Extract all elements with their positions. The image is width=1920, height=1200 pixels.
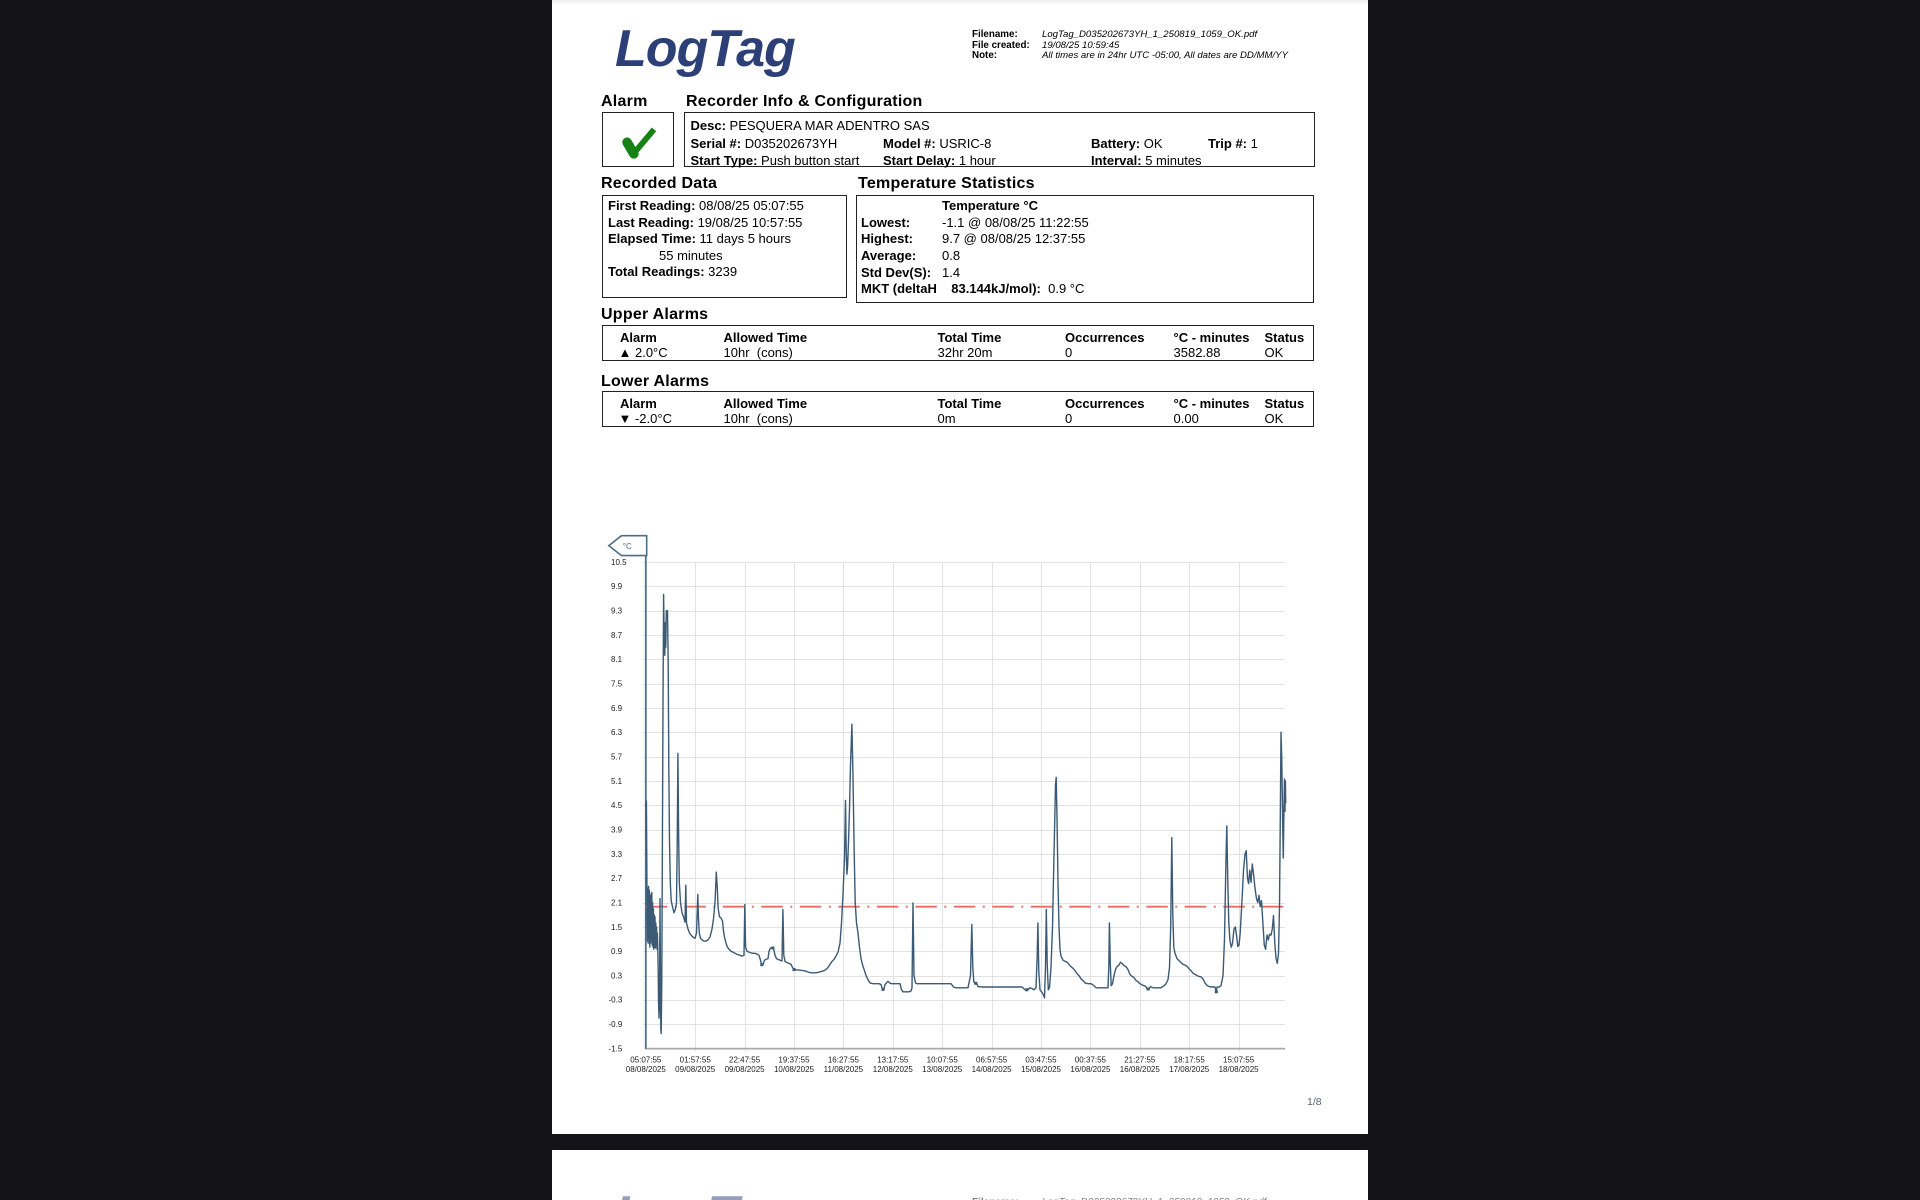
svg-text:13/08/2025: 13/08/2025 bbox=[922, 1065, 963, 1074]
svg-text:0.9: 0.9 bbox=[611, 947, 623, 956]
svg-text:09/08/2025: 09/08/2025 bbox=[675, 1065, 716, 1074]
svg-text:01:57:55: 01:57:55 bbox=[680, 1056, 712, 1065]
svg-text:5.7: 5.7 bbox=[611, 752, 623, 761]
svg-text:2.7: 2.7 bbox=[611, 874, 623, 883]
svg-text:10.5: 10.5 bbox=[611, 558, 627, 567]
svg-text:5.1: 5.1 bbox=[611, 777, 623, 786]
svg-text:1.5: 1.5 bbox=[611, 923, 623, 932]
svg-text:17/08/2025: 17/08/2025 bbox=[1169, 1065, 1210, 1074]
svg-text:18:17:55: 18:17:55 bbox=[1174, 1056, 1206, 1065]
svg-text:6.9: 6.9 bbox=[611, 704, 623, 713]
svg-text:22:47:55: 22:47:55 bbox=[729, 1056, 761, 1065]
svg-text:10/08/2025: 10/08/2025 bbox=[774, 1065, 815, 1074]
svg-text:6.3: 6.3 bbox=[611, 728, 623, 737]
svg-text:11/08/2025: 11/08/2025 bbox=[824, 1065, 864, 1074]
svg-text:16:27:55: 16:27:55 bbox=[828, 1056, 860, 1065]
svg-text:18/08/2025: 18/08/2025 bbox=[1219, 1065, 1260, 1074]
svg-text:21:27:55: 21:27:55 bbox=[1124, 1056, 1156, 1065]
svg-text:8.1: 8.1 bbox=[611, 655, 623, 664]
svg-text:8.7: 8.7 bbox=[611, 631, 623, 640]
svg-text:16/08/2025: 16/08/2025 bbox=[1120, 1065, 1161, 1074]
svg-text:15/08/2025: 15/08/2025 bbox=[1021, 1065, 1062, 1074]
svg-text:9.9: 9.9 bbox=[611, 582, 623, 591]
svg-text:-0.9: -0.9 bbox=[609, 1020, 623, 1029]
svg-text:05:07:55: 05:07:55 bbox=[630, 1056, 662, 1065]
svg-text:4.5: 4.5 bbox=[611, 801, 623, 810]
svg-text:03:47:55: 03:47:55 bbox=[1025, 1056, 1057, 1065]
svg-text:16/08/2025: 16/08/2025 bbox=[1070, 1065, 1111, 1074]
svg-text:19:37:55: 19:37:55 bbox=[778, 1056, 810, 1065]
svg-text:13:17:55: 13:17:55 bbox=[877, 1056, 909, 1065]
svg-text:3.9: 3.9 bbox=[611, 825, 623, 834]
svg-text:12/08/2025: 12/08/2025 bbox=[873, 1065, 914, 1074]
svg-text:7.5: 7.5 bbox=[611, 679, 623, 688]
svg-text:10:07:55: 10:07:55 bbox=[927, 1056, 959, 1065]
svg-text:2.1: 2.1 bbox=[611, 898, 623, 907]
svg-text:06:57:55: 06:57:55 bbox=[976, 1056, 1008, 1065]
svg-text:0.3: 0.3 bbox=[611, 971, 623, 980]
svg-text:08/08/2025: 08/08/2025 bbox=[626, 1065, 667, 1074]
svg-text:-1.5: -1.5 bbox=[609, 1044, 623, 1053]
svg-text:00:37:55: 00:37:55 bbox=[1075, 1056, 1107, 1065]
svg-text:15:07:55: 15:07:55 bbox=[1223, 1056, 1255, 1065]
svg-text:3.3: 3.3 bbox=[611, 850, 623, 859]
svg-text:-0.3: -0.3 bbox=[609, 996, 623, 1005]
svg-text:°C: °C bbox=[623, 542, 632, 551]
svg-text:14/08/2025: 14/08/2025 bbox=[972, 1065, 1013, 1074]
svg-text:09/08/2025: 09/08/2025 bbox=[725, 1065, 766, 1074]
svg-text:9.3: 9.3 bbox=[611, 607, 623, 616]
